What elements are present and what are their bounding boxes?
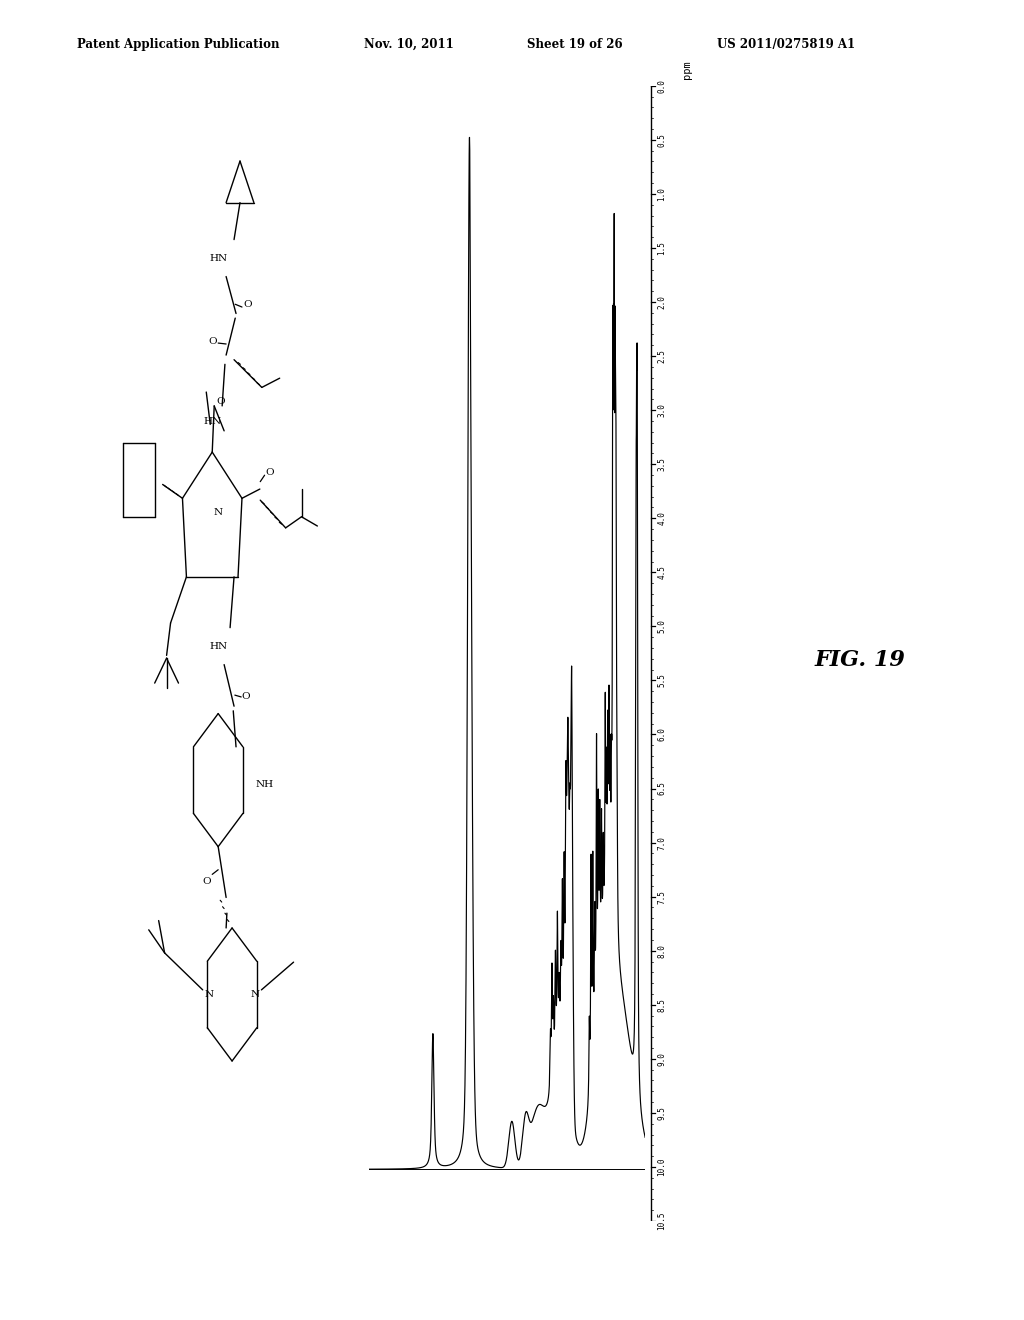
Text: O: O: [208, 337, 216, 346]
Text: 10.5: 10.5: [657, 1212, 667, 1230]
Text: N: N: [251, 990, 260, 999]
Text: 10.0: 10.0: [657, 1158, 667, 1176]
Text: 2.0: 2.0: [657, 296, 667, 309]
Text: Sheet 19 of 26: Sheet 19 of 26: [527, 37, 623, 50]
Text: 3.0: 3.0: [657, 403, 667, 417]
Text: N: N: [214, 508, 223, 516]
Text: 5.0: 5.0: [657, 619, 667, 634]
Text: O: O: [217, 397, 225, 405]
Text: 6.0: 6.0: [657, 727, 667, 742]
Text: 7.5: 7.5: [657, 890, 667, 904]
Text: 5.5: 5.5: [657, 673, 667, 688]
Text: 2.5: 2.5: [657, 350, 667, 363]
Text: HN: HN: [203, 417, 221, 426]
Text: N: N: [204, 990, 213, 999]
Text: HN: HN: [209, 642, 227, 651]
Text: O: O: [242, 693, 250, 701]
Text: NH: NH: [256, 780, 274, 789]
Text: 8.5: 8.5: [657, 998, 667, 1011]
Text: Nov. 10, 2011: Nov. 10, 2011: [364, 37, 454, 50]
Text: US 2011/0275819 A1: US 2011/0275819 A1: [717, 37, 855, 50]
Text: 7.0: 7.0: [657, 836, 667, 850]
Text: O: O: [202, 878, 211, 886]
Text: HN: HN: [209, 253, 227, 263]
Text: 1.5: 1.5: [657, 242, 667, 255]
Text: 8.0: 8.0: [657, 944, 667, 957]
Text: 4.0: 4.0: [657, 511, 667, 525]
Text: O: O: [265, 467, 274, 477]
Text: 9.0: 9.0: [657, 1052, 667, 1065]
Text: O: O: [244, 300, 252, 309]
Text: 9.5: 9.5: [657, 1106, 667, 1119]
Text: FIG. 19: FIG. 19: [815, 649, 905, 671]
Text: 1.0: 1.0: [657, 187, 667, 201]
Text: 6.5: 6.5: [657, 781, 667, 796]
Text: ppm: ppm: [682, 61, 692, 79]
Text: 0.5: 0.5: [657, 133, 667, 147]
Text: 3.5: 3.5: [657, 457, 667, 471]
Text: 4.5: 4.5: [657, 565, 667, 579]
Text: 0.0: 0.0: [657, 79, 667, 92]
Text: Patent Application Publication: Patent Application Publication: [77, 37, 280, 50]
